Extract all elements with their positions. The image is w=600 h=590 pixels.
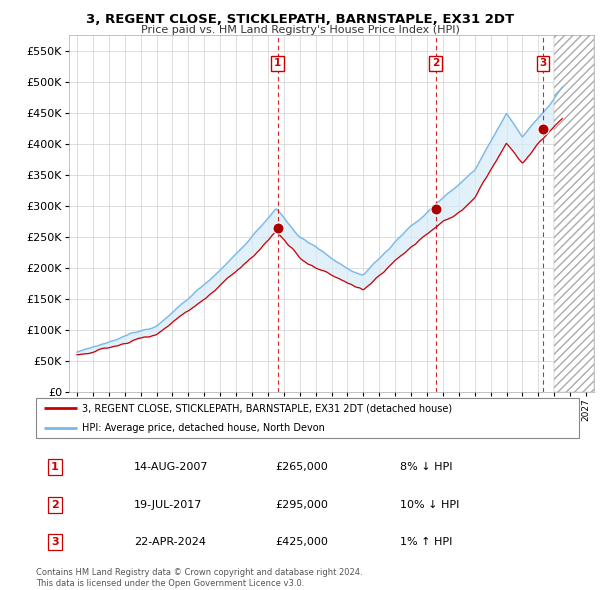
Text: £265,000: £265,000 xyxy=(275,462,328,472)
Text: 8% ↓ HPI: 8% ↓ HPI xyxy=(400,462,452,472)
Text: 1: 1 xyxy=(274,58,281,68)
Text: Contains HM Land Registry data © Crown copyright and database right 2024.
This d: Contains HM Land Registry data © Crown c… xyxy=(36,568,362,588)
Text: 19-JUL-2017: 19-JUL-2017 xyxy=(134,500,202,510)
Text: 1: 1 xyxy=(51,462,59,472)
Text: £295,000: £295,000 xyxy=(275,500,328,510)
Text: 1% ↑ HPI: 1% ↑ HPI xyxy=(400,537,452,547)
Text: 10% ↓ HPI: 10% ↓ HPI xyxy=(400,500,459,510)
FancyBboxPatch shape xyxy=(36,398,579,438)
Text: 14-AUG-2007: 14-AUG-2007 xyxy=(134,462,208,472)
Text: 3: 3 xyxy=(539,58,547,68)
Text: 3: 3 xyxy=(51,537,59,547)
Text: HPI: Average price, detached house, North Devon: HPI: Average price, detached house, Nort… xyxy=(82,423,325,432)
Text: Price paid vs. HM Land Registry's House Price Index (HPI): Price paid vs. HM Land Registry's House … xyxy=(140,25,460,35)
Text: £425,000: £425,000 xyxy=(275,537,328,547)
Text: 2: 2 xyxy=(51,500,59,510)
Text: 3, REGENT CLOSE, STICKLEPATH, BARNSTAPLE, EX31 2DT (detached house): 3, REGENT CLOSE, STICKLEPATH, BARNSTAPLE… xyxy=(82,404,452,414)
Text: 2: 2 xyxy=(432,58,439,68)
Text: 22-APR-2024: 22-APR-2024 xyxy=(134,537,206,547)
Text: 3, REGENT CLOSE, STICKLEPATH, BARNSTAPLE, EX31 2DT: 3, REGENT CLOSE, STICKLEPATH, BARNSTAPLE… xyxy=(86,13,514,26)
